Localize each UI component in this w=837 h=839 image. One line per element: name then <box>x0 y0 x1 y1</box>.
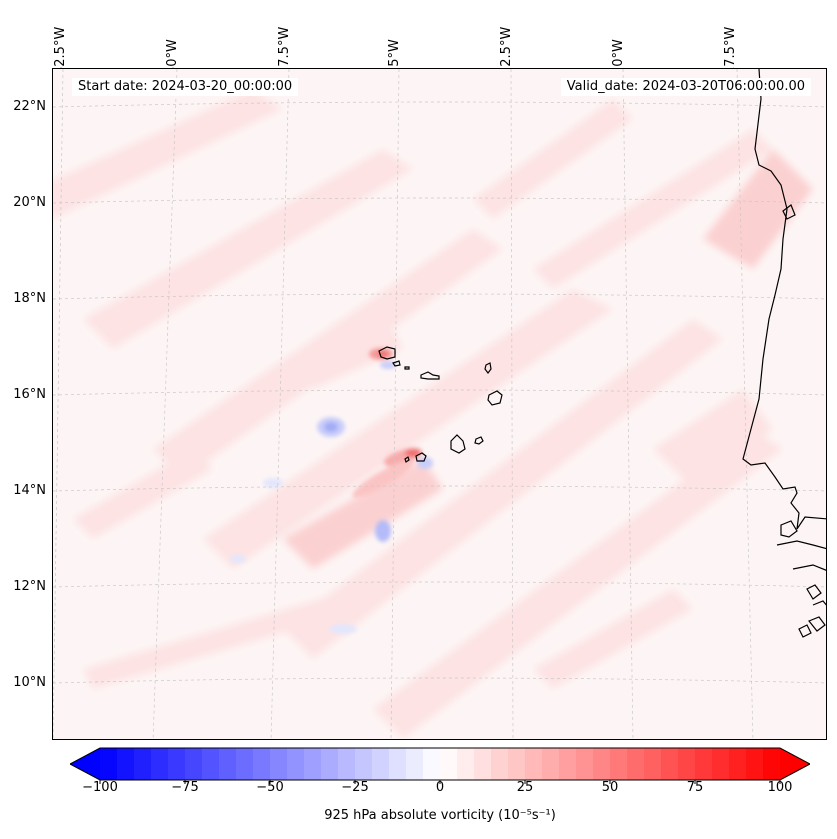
colorbar-min-extension <box>70 748 100 780</box>
colorbar-bin <box>202 748 220 780</box>
colorbar-bin <box>134 748 152 780</box>
colorbar-bin <box>542 748 560 780</box>
colorbar-tick-label: −50 <box>256 780 284 795</box>
colorbar-bin <box>219 748 237 780</box>
gridlines <box>53 69 826 739</box>
colorbar-bin <box>253 748 271 780</box>
colorbar-bin <box>100 748 118 780</box>
lat-label-10n: 10°N <box>13 675 46 690</box>
colorbar-bin <box>372 748 390 780</box>
colorbar-tick-label: 50 <box>601 780 619 795</box>
colorbar-tick-label: 25 <box>516 780 534 795</box>
vorticity-map <box>53 69 826 739</box>
lat-label-12n: 12°N <box>13 579 46 594</box>
island-coastlines <box>378 346 503 463</box>
colorbar-bin <box>491 748 509 780</box>
colorbar-bin <box>712 748 730 780</box>
colorbar-tick-label: −75 <box>171 780 199 795</box>
colorbar-bin <box>270 748 288 780</box>
colorbar-tick-label: 75 <box>686 780 704 795</box>
lat-label-14n: 14°N <box>13 483 46 498</box>
colorbar-tick-label: −25 <box>341 780 369 795</box>
colorbar-tick-label: 100 <box>767 780 793 795</box>
colorbar-bin <box>440 748 458 780</box>
colorbar-bin <box>321 748 339 780</box>
colorbar-bin <box>610 748 628 780</box>
colorbar-bin <box>525 748 543 780</box>
colorbar-bin <box>474 748 492 780</box>
colorbar-bin <box>593 748 611 780</box>
colorbar-bin <box>457 748 475 780</box>
colorbar-bin <box>644 748 662 780</box>
colorbar-bin <box>168 748 186 780</box>
colorbar-bin <box>355 748 373 780</box>
colorbar-bin <box>661 748 679 780</box>
african-coastline <box>742 69 826 638</box>
colorbar-bin <box>763 748 781 780</box>
colorbar-bin <box>338 748 356 780</box>
colorbar-tick-label: 0 <box>435 780 445 795</box>
colorbar-bin <box>729 748 747 780</box>
positive-vorticity-patches <box>352 348 423 498</box>
lat-label-20n: 20°N <box>13 195 46 210</box>
colorbar-bin <box>627 748 645 780</box>
lat-label-22n: 22°N <box>13 99 46 114</box>
colorbar <box>70 747 810 784</box>
colorbar-bin <box>117 748 135 780</box>
negative-vorticity-patches <box>230 361 433 634</box>
vorticity-field <box>53 89 813 739</box>
colorbar-max-extension <box>780 748 810 780</box>
lat-label-16n: 16°N <box>13 387 46 402</box>
colorbar-bin <box>423 748 441 780</box>
colorbar-bin <box>678 748 696 780</box>
colorbar-tick-label: −100 <box>82 780 118 795</box>
colorbar-bin <box>185 748 203 780</box>
colorbar-bin <box>406 748 424 780</box>
colorbar-bin <box>746 748 764 780</box>
colorbar-bin <box>508 748 526 780</box>
colorbar-bin <box>559 748 577 780</box>
lat-label-18n: 18°N <box>13 291 46 306</box>
valid-date-label: Valid_date: 2024-03-20T06:00:00.00 <box>560 78 811 96</box>
colorbar-bin <box>576 748 594 780</box>
colorbar-bin <box>287 748 305 780</box>
map-panel <box>52 68 827 740</box>
colorbar-bin <box>304 748 322 780</box>
colorbar-bin <box>695 748 713 780</box>
colorbar-bin <box>236 748 254 780</box>
colorbar-label: 925 hPa absolute vorticity (10⁻⁵s⁻¹) <box>324 808 556 823</box>
colorbar-bin <box>389 748 407 780</box>
start-date-label: Start date: 2024-03-20_00:00:00 <box>72 78 299 96</box>
colorbar-bin <box>151 748 169 780</box>
